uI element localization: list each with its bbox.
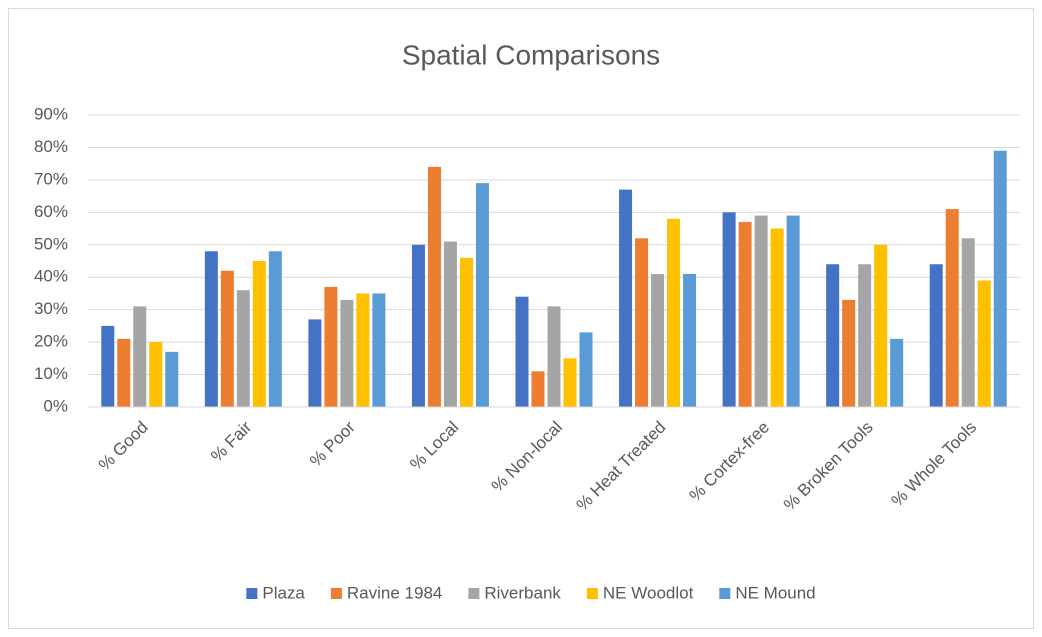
legend-swatch: [719, 588, 731, 599]
bar: [427, 166, 441, 407]
bar: [133, 306, 147, 407]
bar: [754, 215, 768, 407]
legend-label: Ravine 1984: [347, 583, 442, 602]
bar: [372, 293, 386, 407]
bar: [411, 244, 425, 407]
bar: [443, 241, 457, 407]
bar: [890, 338, 904, 407]
bar: [619, 189, 633, 407]
y-tick-label: 40%: [34, 267, 68, 286]
bar: [356, 293, 370, 407]
y-tick-label: 10%: [34, 364, 68, 383]
y-tick-label: 90%: [34, 104, 68, 123]
bar: [683, 273, 697, 407]
legend-swatch: [246, 588, 258, 599]
y-tick-label: 60%: [34, 202, 68, 221]
bar: [204, 251, 218, 407]
bar: [236, 290, 250, 407]
bar: [515, 296, 529, 407]
y-tick-label: 30%: [34, 299, 68, 318]
bar: [308, 319, 322, 407]
bar: [977, 280, 991, 407]
y-tick-label: 80%: [34, 137, 68, 156]
bar: [929, 264, 943, 407]
legend-label: NE Mound: [735, 583, 815, 602]
y-tick-label: 50%: [34, 234, 68, 253]
bar: [961, 238, 975, 407]
bar: [459, 257, 473, 407]
bar: [651, 273, 665, 407]
bar: [826, 264, 840, 407]
chart-title: Spatial Comparisons: [402, 39, 660, 70]
bar: [945, 209, 959, 407]
legend-label: Plaza: [262, 583, 305, 602]
bar: [268, 251, 282, 407]
bar: [117, 338, 131, 407]
bar: [324, 286, 338, 407]
y-tick-label: 0%: [43, 396, 68, 415]
bar: [667, 218, 681, 407]
legend-label: Riverbank: [484, 583, 561, 602]
bar: [993, 150, 1007, 407]
legend-swatch: [468, 588, 480, 599]
bar: [340, 299, 354, 407]
bar: [579, 332, 593, 407]
bar: [165, 351, 179, 407]
y-tick-label: 70%: [34, 169, 68, 188]
legend-label: NE Woodlot: [603, 583, 694, 602]
bar: [635, 238, 649, 407]
bar: [722, 212, 736, 407]
legend-swatch: [586, 588, 598, 599]
legend-swatch: [330, 588, 342, 599]
bar: [475, 183, 489, 407]
bar: [531, 371, 545, 407]
bar: [563, 358, 577, 407]
bar: [874, 244, 888, 407]
bar: [252, 261, 266, 407]
bar: [858, 264, 872, 407]
bar: [842, 299, 856, 407]
bar: [149, 342, 163, 407]
bar: [786, 215, 800, 407]
bar: [738, 222, 752, 407]
bar: [220, 270, 234, 407]
bar: [547, 306, 561, 407]
bar: [101, 325, 115, 407]
y-tick-label: 20%: [34, 332, 68, 351]
bar: [770, 228, 784, 407]
